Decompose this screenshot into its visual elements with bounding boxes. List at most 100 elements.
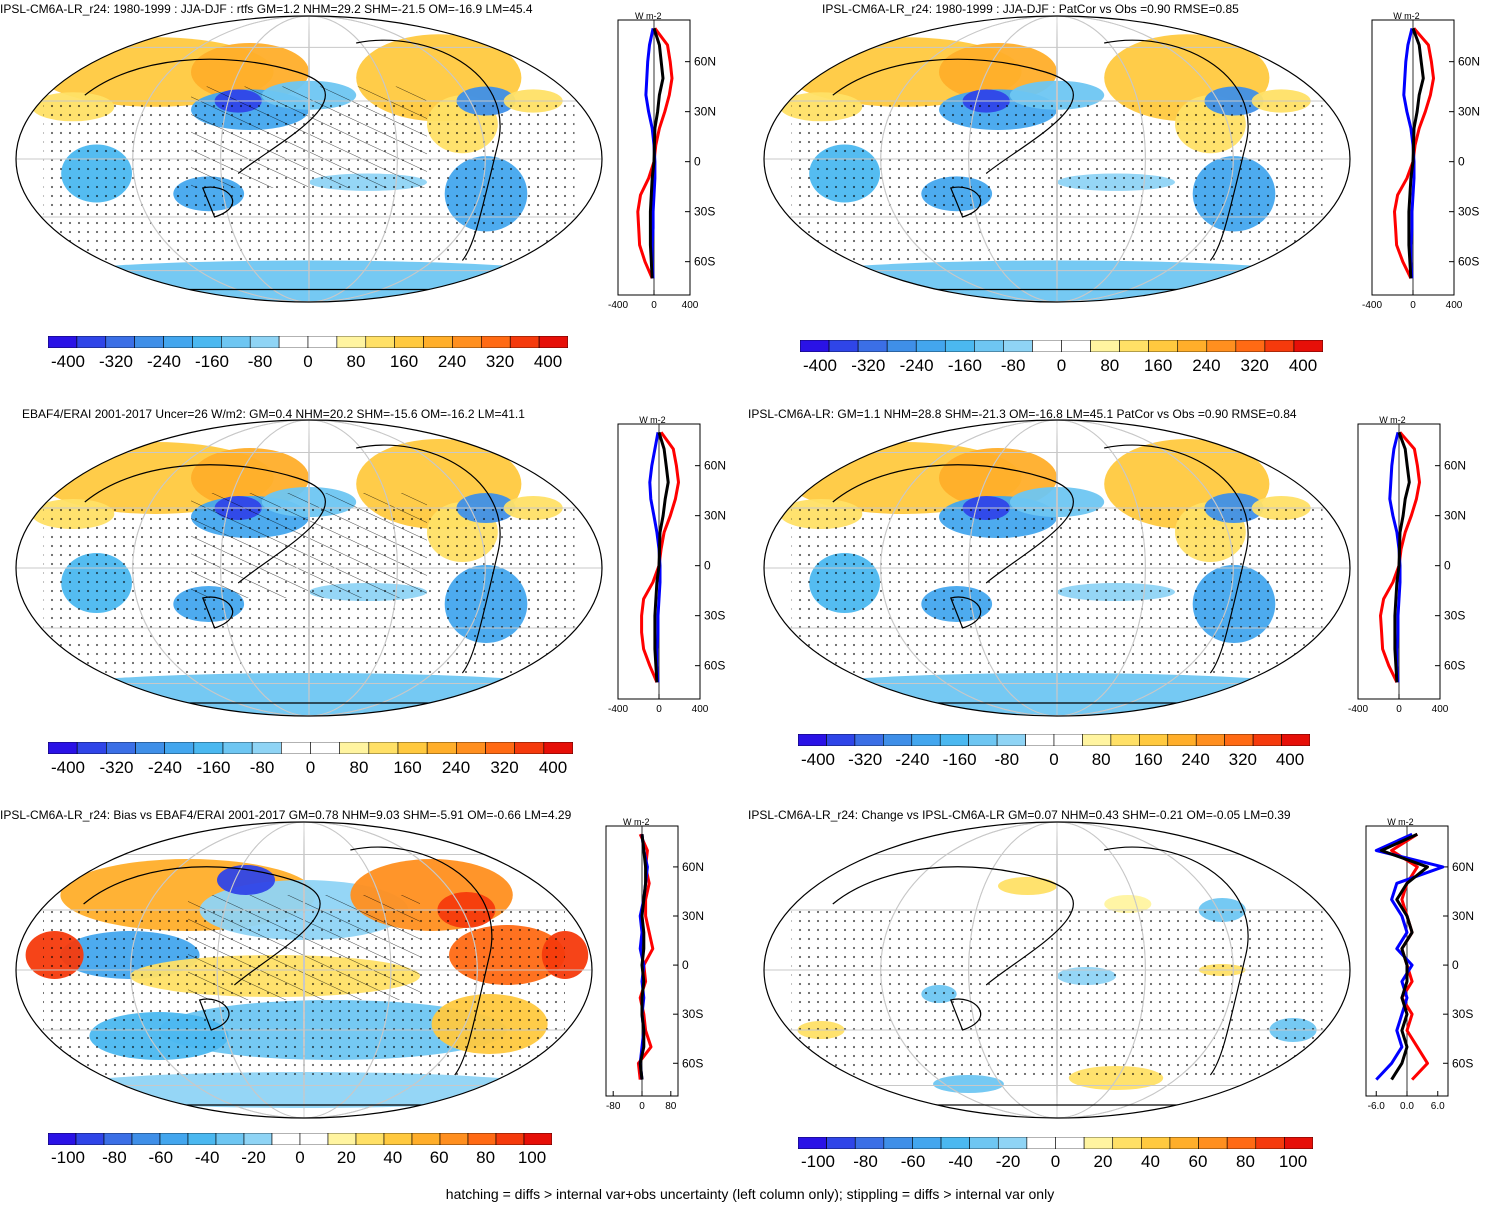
map-border <box>763 821 1351 1119</box>
colorbar <box>48 1133 552 1145</box>
colorbar-tick-label: -320 <box>98 352 134 371</box>
colorbar-swatch <box>271 1133 301 1145</box>
colorbar-swatch <box>1167 734 1197 746</box>
colorbar-swatch <box>76 742 107 754</box>
zonal-mean-plot: W m-2 -400 0 400 60N 30N 0 30S 60S <box>608 11 716 311</box>
graticule-meridian <box>130 822 478 1118</box>
colorbar-swatch <box>187 1133 217 1145</box>
colorbar-swatch <box>355 1133 385 1145</box>
zonal-xtick-label: 80 <box>665 1101 677 1112</box>
colorbar-swatch <box>974 340 1004 352</box>
colorbar-swatch <box>310 742 340 754</box>
zonal-lat-label: 60S <box>1444 659 1465 673</box>
colorbar-tick-label: 100 <box>517 1148 547 1167</box>
colorbar-swatch <box>1224 734 1254 746</box>
colorbar-swatch <box>215 1133 245 1145</box>
coastline <box>791 39 1323 291</box>
colorbar-tick-label: 80 <box>1100 356 1120 375</box>
colorbar-tick-label: 40 <box>383 1148 403 1167</box>
coastline <box>43 846 565 1106</box>
map-border <box>763 419 1351 717</box>
graticule-meridian <box>132 420 486 716</box>
colorbar-swatch <box>106 742 136 754</box>
colorbar-swatch <box>1206 340 1237 352</box>
colorbar-tick-label: 320 <box>1228 750 1257 769</box>
graticule-meridian <box>880 822 1234 1118</box>
colorbar-tick-label: 60 <box>429 1148 449 1167</box>
zonal-lat-label: 60N <box>1458 55 1480 69</box>
colorbar-swatch <box>495 1133 525 1145</box>
colorbar-swatch <box>339 742 370 754</box>
colorbar-swatch <box>798 734 827 746</box>
colorbar-tick-label: -20 <box>995 1152 1021 1171</box>
zonal-unit-label: W m-2 <box>1393 11 1420 21</box>
colorbar-swatch <box>1119 340 1149 352</box>
zonal-lat-label: 60N <box>1452 860 1474 874</box>
colorbar-swatch <box>1090 340 1120 352</box>
graticule-meridian <box>1056 420 1058 716</box>
colorbar-tick-label: 160 <box>393 758 422 777</box>
colorbar-tick-label: 0 <box>1056 356 1067 375</box>
zonal-lat-label: 0 <box>1444 559 1451 573</box>
world-map <box>763 15 1351 303</box>
zonal-xtick-label: 400 <box>682 300 699 311</box>
colorbar-swatch <box>969 1137 999 1149</box>
colorbar-swatch <box>911 734 941 746</box>
colorbar <box>800 340 1323 352</box>
colorbar-swatch <box>857 340 888 352</box>
panel-title: IPSL-CM6A-LR_r24: 1980-1999 : JJA-DJF : … <box>0 2 533 16</box>
colorbar-swatch <box>1148 340 1179 352</box>
colorbar-tick-label: -100 <box>800 1152 836 1171</box>
colorbar-swatch <box>76 336 107 348</box>
coastline <box>43 444 575 704</box>
world-map <box>763 821 1351 1119</box>
colorbar-swatch <box>193 742 224 754</box>
zonal-mean-plot: W m-2 -6.0 0.0 6.0 60N 30N 0 30S 60S <box>1365 817 1474 1112</box>
zonal-lat-label: 0 <box>682 958 689 972</box>
colorbar-tick-label: -160 <box>196 758 231 777</box>
colorbar-swatch <box>1083 1137 1114 1149</box>
colorbar-swatch <box>1139 734 1169 746</box>
graticule-meridian <box>308 420 310 716</box>
zonal-lat-label: 0 <box>704 559 711 573</box>
colorbar-tick-label: 0 <box>295 1148 305 1167</box>
colorbar-tick-label: 80 <box>476 1148 496 1167</box>
colorbar-tick-label: 160 <box>389 352 419 371</box>
colorbar <box>798 734 1310 746</box>
colorbar-swatch <box>243 1133 273 1145</box>
colorbar-swatch <box>828 340 859 352</box>
zonal-xtick-label: -400 <box>608 300 628 311</box>
colorbar-swatch <box>509 336 540 348</box>
colorbar-swatch <box>798 1137 827 1149</box>
colorbar-swatch <box>1177 340 1208 352</box>
zonal-lat-label: 0 <box>694 155 701 169</box>
zonal-lat-label: 30N <box>694 105 716 119</box>
colorbar-swatch <box>426 742 457 754</box>
zonal-lat-label: 30S <box>1444 609 1465 623</box>
colorbar-tick-label: -40 <box>194 1148 220 1167</box>
colorbar-swatch <box>307 336 338 348</box>
colorbar-tick-label: -100 <box>50 1148 86 1167</box>
colorbar <box>48 336 568 348</box>
colorbar-tick-label: 80 <box>1236 1152 1255 1171</box>
graticule-meridian <box>968 16 1146 302</box>
graticule-meridian <box>308 16 310 302</box>
colorbar-tick-label: 100 <box>1278 1152 1308 1171</box>
colorbar-tick-label: -80 <box>102 1148 127 1167</box>
colorbar-swatch <box>456 742 486 754</box>
zonal-xtick-label: -400 <box>608 704 628 715</box>
colorbar-swatch <box>481 336 511 348</box>
graticule-meridian <box>1056 822 1058 1118</box>
zonal-xtick-label: 6.0 <box>1431 1101 1445 1112</box>
colorbar-swatch <box>1252 734 1282 746</box>
colorbar-tick-label: 160 <box>1134 750 1163 769</box>
colorbar-tick-label: -400 <box>50 758 86 777</box>
colorbar-swatch <box>915 340 946 352</box>
colorbar-swatch <box>1264 340 1295 352</box>
colorbar-swatch <box>131 1133 161 1145</box>
graticule-meridian <box>220 16 398 302</box>
colorbar-swatch <box>997 1137 1028 1149</box>
colorbar-tick-label: 0 <box>1049 750 1059 769</box>
colorbar-tick-label: -320 <box>851 356 886 375</box>
world-map <box>763 419 1351 717</box>
